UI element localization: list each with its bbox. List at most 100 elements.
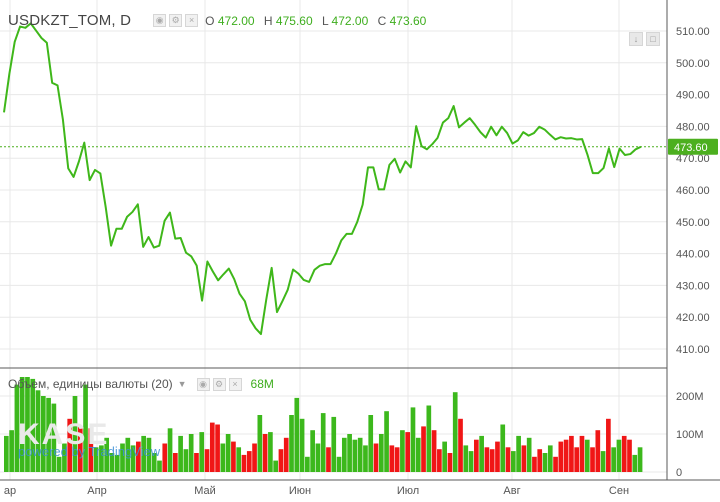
volume-bar	[93, 447, 99, 472]
volume-bar	[273, 460, 279, 472]
volume-bar	[320, 413, 326, 472]
price-series	[3, 22, 642, 336]
volume-bar	[246, 451, 252, 472]
volume-bar	[46, 397, 51, 472]
time-tick-label: Июн	[289, 485, 311, 497]
volume-bar	[458, 418, 463, 472]
powered-by-link[interactable]: powered by TradingView	[18, 444, 161, 459]
volume-bar	[437, 449, 442, 472]
settings-icon[interactable]: ⚙	[169, 14, 183, 27]
chevron-down-icon[interactable]: ▼	[177, 379, 187, 389]
volume-bar	[627, 439, 632, 472]
volume-bar	[500, 424, 506, 472]
volume-tick-label: 100M	[676, 429, 704, 441]
volume-bar	[25, 377, 30, 472]
time-tick-label: ар	[4, 485, 16, 497]
price-tick-label: 430.00	[676, 280, 710, 292]
price-tick-label: 410.00	[676, 344, 710, 356]
volume-bar	[452, 392, 458, 472]
volume-bar	[136, 441, 141, 472]
time-tick-label: Апр	[87, 485, 106, 497]
volume-bar	[225, 434, 231, 472]
volume-bar	[505, 447, 511, 472]
low-value: 472.00	[331, 13, 369, 28]
volume-bar	[299, 418, 305, 472]
volume-bar	[400, 430, 405, 472]
volume-bar	[204, 449, 210, 472]
volume-bar	[283, 437, 289, 472]
volume-bar	[67, 418, 73, 472]
volume-bar	[194, 453, 199, 472]
volume-bar	[252, 443, 257, 472]
time-tick-label: Авг	[503, 485, 520, 497]
download-icon[interactable]: ↓	[629, 32, 643, 46]
volume-bar	[336, 456, 342, 472]
volume-bar	[426, 405, 432, 472]
close-icon[interactable]: ×	[185, 14, 199, 27]
volume-bar	[363, 445, 368, 472]
volume-bar	[616, 439, 622, 472]
volume-bar	[532, 456, 537, 472]
pane-buttons: ↓ □	[629, 32, 663, 46]
volume-bar	[595, 430, 601, 472]
time-axis[interactable]: ар Апр Май Июн Июл Авг Сен	[4, 485, 629, 497]
volume-title[interactable]: Объем, единицы валюты (20)	[8, 377, 173, 391]
eye-icon[interactable]: ◉	[153, 14, 167, 27]
volume-value: 68M	[250, 377, 274, 391]
fullscreen-icon[interactable]: □	[646, 32, 660, 46]
volume-bar	[479, 435, 484, 472]
volume-bar	[611, 447, 616, 472]
volume-bar	[474, 439, 479, 472]
volume-bar	[510, 451, 516, 472]
volume-bar	[294, 397, 300, 472]
volume-bar	[574, 447, 580, 472]
volume-bar	[468, 451, 474, 472]
volume-bar	[30, 378, 36, 472]
volume-bar	[584, 439, 590, 472]
symbol-title[interactable]: USDKZT_TOM, D	[8, 12, 132, 29]
price-tick-label: 460.00	[676, 185, 710, 197]
time-tick-label: Июл	[397, 485, 419, 497]
eye-icon[interactable]: ◉	[196, 377, 210, 391]
settings-icon[interactable]: ⚙	[212, 377, 226, 391]
volume-bar	[167, 428, 173, 472]
volume-bar	[88, 428, 94, 472]
volume-bar	[421, 426, 426, 472]
volume-bar	[463, 445, 469, 472]
volume-bar	[104, 437, 110, 472]
volume-bar	[405, 432, 411, 472]
volume-bar	[120, 443, 125, 472]
time-tick-label: Сен	[609, 485, 629, 497]
volume-legend: Объем, единицы валюты (20) ▼ ◉ ⚙ × 68M	[8, 377, 274, 391]
volume-bar	[553, 456, 558, 472]
volume-bar	[590, 447, 595, 472]
volume-bar	[220, 443, 226, 472]
price-tick-label: 420.00	[676, 312, 710, 324]
volume-bar	[384, 411, 389, 472]
volume-bar	[341, 437, 347, 472]
volume-bar	[357, 437, 363, 472]
open-label: O	[205, 13, 215, 28]
price-tick-label: 500.00	[676, 58, 710, 70]
volume-bar	[489, 449, 495, 472]
volume-bar	[373, 443, 379, 472]
volume-bar	[600, 451, 606, 472]
volume-axis[interactable]: 200M 100M 0	[676, 391, 704, 479]
volume-bar	[215, 424, 220, 472]
volume-bar	[315, 443, 321, 472]
volume-bar	[537, 449, 543, 472]
close-icon[interactable]: ×	[228, 377, 242, 391]
volume-bar	[262, 434, 268, 472]
volume-bar	[326, 447, 331, 472]
price-axis[interactable]: 510.00 500.00 490.00 480.00 470.00 460.00 450.…	[676, 26, 710, 356]
volume-bar	[394, 447, 400, 472]
volume-bar	[579, 435, 585, 472]
volume-bar	[331, 416, 337, 472]
volume-bar	[188, 434, 194, 472]
kase-logo: KASE powered by TradingView	[18, 418, 160, 459]
volume-bar	[77, 426, 83, 472]
volume-bar	[130, 445, 136, 472]
volume-bar	[563, 439, 569, 472]
